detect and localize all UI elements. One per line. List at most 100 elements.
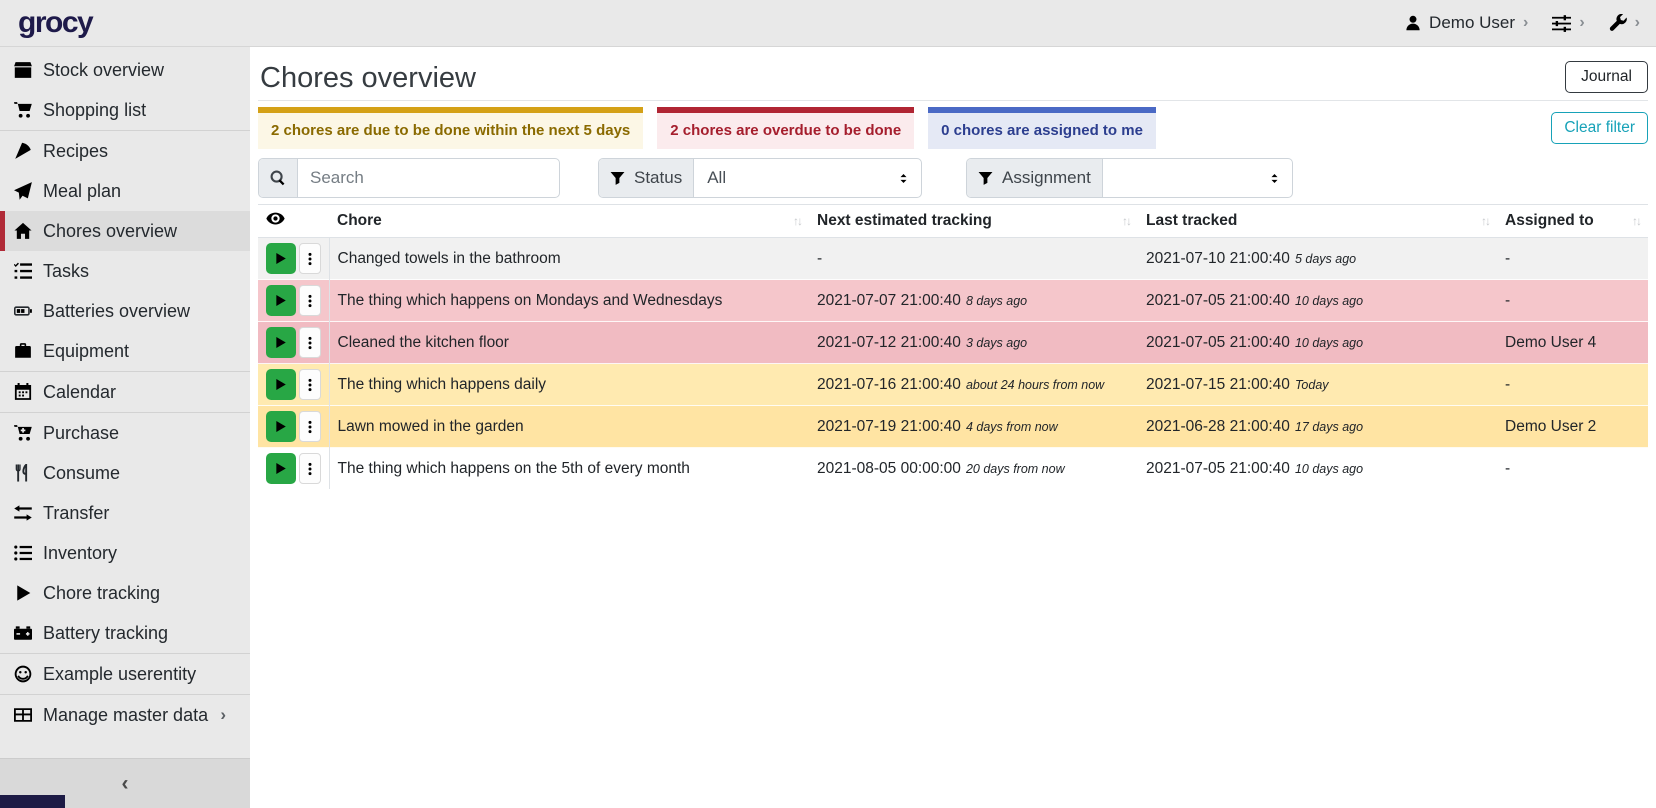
person-icon (1405, 15, 1421, 31)
clear-filter-button[interactable]: Clear filter (1551, 112, 1648, 144)
chevron-right-icon: › (1634, 14, 1640, 31)
assigned-to-column-header[interactable]: Assigned to ↑↓ (1497, 204, 1648, 238)
ellipsis-v-icon (303, 462, 317, 476)
sidebar-item-calendar[interactable]: Calendar (0, 372, 250, 412)
overdue-filter-card[interactable]: 2 chores are overdue to be done (657, 107, 915, 149)
assigned-to-me-filter-card[interactable]: 0 chores are assigned to me (928, 107, 1156, 149)
admin-menu[interactable]: › (1609, 14, 1640, 32)
play-icon (14, 584, 32, 602)
track-execution-button[interactable] (266, 327, 296, 358)
sidebar-item-label: Equipment (43, 340, 130, 361)
chevron-right-icon: › (1579, 14, 1585, 31)
sidebar-item-purchase[interactable]: Purchase (0, 413, 250, 453)
status-filter-prepend: Status (599, 159, 695, 197)
smiley-icon (14, 665, 32, 683)
last-tracked-cell: 2021-07-10 21:00:40 5 days ago (1146, 249, 1357, 267)
track-execution-button[interactable] (266, 369, 296, 400)
sidebar-item-label: Tasks (43, 260, 90, 281)
sidebar-item-label: Consume (43, 462, 121, 483)
row-actions-cell (258, 237, 330, 280)
box-icon (14, 61, 32, 79)
page-title: Chores overview (260, 62, 476, 94)
assignment-filter-select[interactable] (1103, 159, 1292, 197)
table-row: The thing which happens on the 5th of ev… (258, 447, 1648, 489)
sidebar-item-label: Recipes (43, 140, 109, 161)
assignment-filter-prepend: Assignment (967, 159, 1103, 197)
sidebar-divider (0, 412, 250, 413)
sidebar-divider (0, 130, 250, 131)
sidebar-item-consume[interactable]: Consume (0, 453, 250, 493)
row-menu-button[interactable] (298, 411, 321, 442)
row-menu-button[interactable] (298, 243, 321, 274)
track-execution-button[interactable] (266, 411, 296, 442)
row-actions-cell (258, 447, 330, 489)
paper-plane-icon (14, 182, 32, 200)
sort-icon[interactable]: ↑↓ (1122, 214, 1132, 228)
next-tracking-cell: 2021-07-19 21:00:40 4 days from now (817, 417, 1058, 435)
user-menu[interactable]: Demo User › (1405, 13, 1528, 33)
row-menu-button[interactable] (298, 285, 321, 316)
table-row: The thing which happens on Mondays and W… (258, 279, 1648, 322)
sort-icon[interactable]: ↑↓ (1632, 214, 1642, 228)
grocy-logo[interactable]: grocy (18, 6, 94, 39)
chore-column-header[interactable]: Chore ↑↓ (329, 204, 809, 238)
journal-button[interactable]: Journal (1565, 61, 1648, 93)
due-soon-filter-card[interactable]: 2 chores are due to be done within the n… (258, 107, 644, 149)
sidebar-item-chore-tracking[interactable]: Chore tracking (0, 573, 250, 613)
sidebar-item-batteries-overview[interactable]: Batteries overview (0, 291, 250, 331)
next-tracking-column-header[interactable]: Next estimated tracking ↑↓ (809, 204, 1138, 238)
status-filter-select[interactable]: All (694, 159, 921, 197)
row-menu-button[interactable] (298, 327, 321, 358)
sidebar-item-example-userentity[interactable]: Example userentity (0, 654, 250, 694)
track-execution-button[interactable] (266, 243, 296, 274)
last-tracked-cell: 2021-06-28 21:00:40 17 days ago (1146, 417, 1364, 435)
sidebar-item-label: Meal plan (43, 180, 122, 201)
due-soon-filter-text: 2 chores are due to be done within the n… (271, 122, 631, 139)
play-icon (274, 294, 287, 307)
row-menu-button[interactable] (298, 453, 321, 484)
sidebar-item-tasks[interactable]: Tasks (0, 251, 250, 291)
sort-icon[interactable]: ↑↓ (1481, 214, 1491, 228)
assigned-to-me-filter-text: 0 chores are assigned to me (941, 122, 1143, 139)
last-tracked-cell: 2021-07-05 21:00:40 10 days ago (1146, 333, 1364, 351)
calendar-icon (14, 383, 32, 401)
chevron-left-icon: ‹ (121, 771, 129, 795)
chore-name-cell: Changed towels in the bathroom (337, 249, 561, 267)
sidebar-item-shopping-list[interactable]: Shopping list (0, 90, 250, 130)
row-menu-button[interactable] (298, 369, 321, 400)
status-filter-value: All (707, 168, 727, 187)
track-execution-button[interactable] (266, 285, 296, 316)
last-tracked-cell: 2021-07-05 21:00:40 10 days ago (1146, 459, 1364, 477)
sidebar-item-battery-tracking[interactable]: Battery tracking (0, 613, 250, 653)
sidebar-item-manage-master-data[interactable]: Manage master data › (0, 695, 250, 735)
select-arrows-icon (1268, 172, 1281, 185)
sidebar-item-label: Battery tracking (43, 622, 169, 643)
play-icon (274, 336, 287, 349)
sidebar-item-inventory[interactable]: Inventory (0, 533, 250, 573)
sidebar-item-label: Purchase (43, 422, 120, 443)
sort-icon[interactable]: ↑↓ (793, 214, 803, 228)
ellipsis-v-icon (303, 378, 317, 392)
sidebar-item-chores-overview[interactable]: Chores overview (0, 211, 250, 251)
chore-name-cell: The thing which happens on the 5th of ev… (337, 459, 690, 477)
last-tracked-column-header[interactable]: Last tracked ↑↓ (1138, 204, 1497, 238)
search-prepend (259, 159, 298, 197)
search-input[interactable] (298, 159, 559, 197)
next-tracking-cell: 2021-08-05 00:00:00 20 days from now (817, 459, 1065, 477)
table-row: The thing which happens daily 2021-07-16… (258, 363, 1648, 406)
sidebar-item-meal-plan[interactable]: Meal plan (0, 171, 250, 211)
funnel-icon (978, 171, 993, 186)
settings-menu[interactable]: › (1552, 14, 1585, 33)
sidebar-item-transfer[interactable]: Transfer (0, 493, 250, 533)
status-filter-group: Status All (598, 158, 922, 198)
sidebar-item-recipes[interactable]: Recipes (0, 131, 250, 171)
assigned-to-cell: Demo User 2 (1505, 417, 1597, 435)
track-execution-button[interactable] (266, 453, 296, 484)
ellipsis-v-icon (303, 420, 317, 434)
sidebar-item-equipment[interactable]: Equipment (0, 331, 250, 371)
navbar-right: Demo User › › › (1405, 13, 1640, 33)
chevron-right-icon: › (220, 705, 226, 724)
sidebar-item-stock-overview[interactable]: Stock overview (0, 50, 250, 90)
sidebar-item-label: Chores overview (43, 220, 178, 241)
wrench-icon (1609, 14, 1627, 32)
